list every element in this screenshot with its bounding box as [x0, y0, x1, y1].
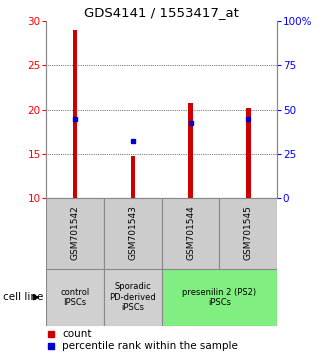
Bar	[46, 269, 104, 326]
Bar	[162, 198, 219, 269]
Bar	[104, 269, 162, 326]
Text: count: count	[62, 329, 92, 339]
Text: control
IPSCs: control IPSCs	[60, 288, 90, 307]
Title: GDS4141 / 1553417_at: GDS4141 / 1553417_at	[84, 6, 239, 19]
Text: percentile rank within the sample: percentile rank within the sample	[62, 341, 238, 351]
Text: GSM701543: GSM701543	[128, 205, 137, 260]
Bar	[73, 30, 77, 198]
Bar	[104, 198, 162, 269]
Text: cell line: cell line	[3, 292, 44, 302]
Bar	[188, 103, 193, 198]
Bar	[219, 198, 277, 269]
Bar	[246, 108, 251, 198]
Text: GSM701544: GSM701544	[186, 205, 195, 259]
Bar	[130, 156, 135, 198]
Bar	[162, 269, 277, 326]
Text: Sporadic
PD-derived
iPSCs: Sporadic PD-derived iPSCs	[110, 282, 156, 312]
Text: GSM701545: GSM701545	[244, 205, 253, 260]
Text: presenilin 2 (PS2)
iPSCs: presenilin 2 (PS2) iPSCs	[182, 288, 256, 307]
Text: GSM701542: GSM701542	[71, 205, 80, 259]
Bar	[46, 198, 104, 269]
